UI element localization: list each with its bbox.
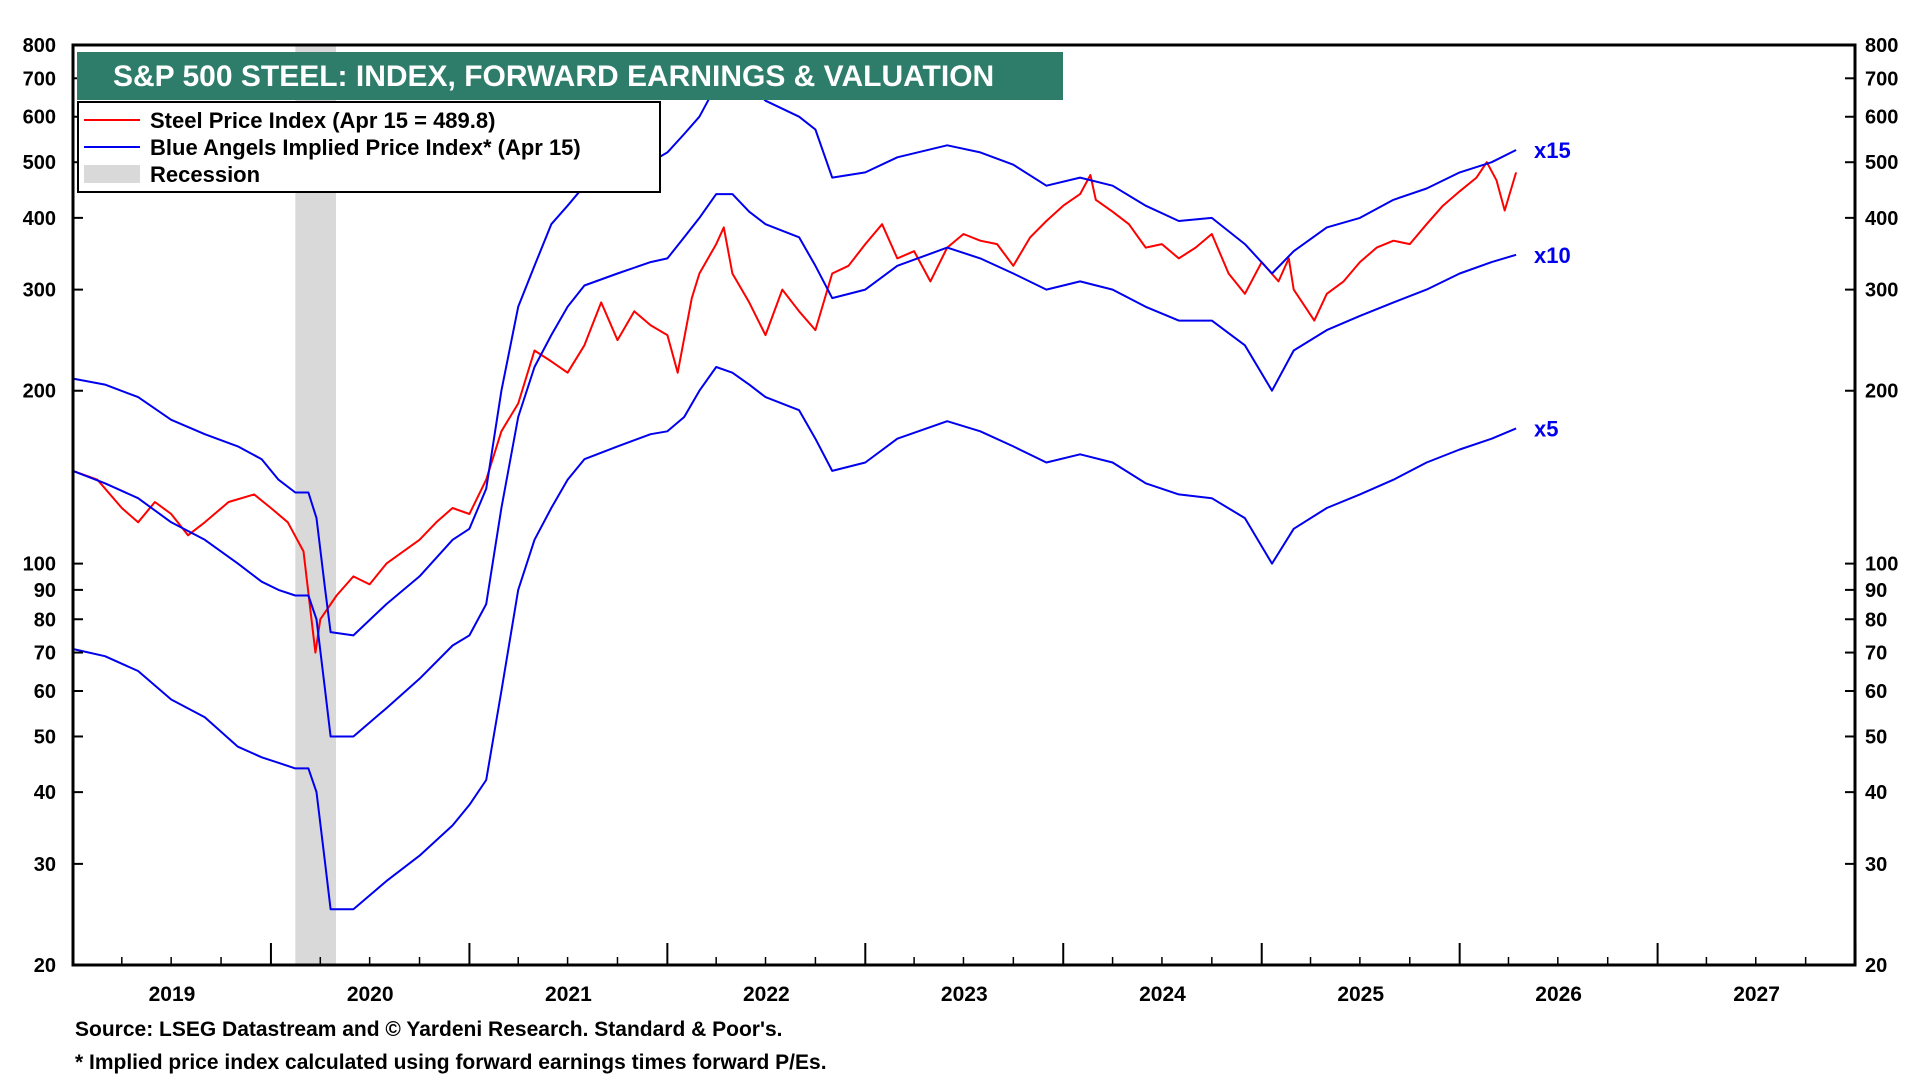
ytick-label-right-15: 800 (1865, 35, 1898, 57)
legend-label-price: Steel Price Index (Apr 15 = 489.8) (150, 108, 495, 133)
ytick-label-left-13: 600 (23, 107, 56, 129)
legend: Steel Price Index (Apr 15 = 489.8) Blue … (77, 101, 661, 193)
xtick-label-2024: 2024 (1139, 983, 1186, 1006)
multiplier-label-x10: x10 (1534, 243, 1571, 268)
ytick-label-left-9: 200 (23, 381, 56, 403)
chart-title: S&P 500 STEEL: INDEX, FORWARD EARNINGS &… (77, 52, 1063, 100)
ytick-label-left-12: 500 (23, 152, 56, 174)
ytick-label-right-6: 80 (1865, 609, 1887, 631)
recession-layer (295, 45, 337, 965)
xtick-label-2022: 2022 (743, 983, 790, 1006)
ytick-label-left-2: 40 (34, 782, 56, 804)
ytick-label-left-8: 100 (23, 554, 56, 576)
x-axis: 2019 2020 2021 2022 2023 2024 2025 2026 2027 (72, 943, 1857, 1006)
series-line-0 (72, 161, 1518, 654)
multiplier-labels: x15 x10 x5 (1534, 138, 1571, 441)
ytick-label-right-9: 200 (1865, 381, 1898, 403)
ytick-label-right-2: 40 (1865, 782, 1887, 804)
multiplier-label-x15: x15 (1534, 138, 1571, 163)
xtick-label-2027: 2027 (1733, 983, 1780, 1006)
xtick-label-2023: 2023 (941, 983, 988, 1006)
ytick-label-left-10: 300 (23, 280, 56, 302)
ytick-label-left-6: 80 (34, 609, 56, 631)
ytick-label-right-4: 60 (1865, 681, 1887, 703)
series-layer (72, 84, 1518, 911)
xtick-label-2025: 2025 (1337, 983, 1384, 1006)
chart-title-text: S&P 500 STEEL: INDEX, FORWARD EARNINGS &… (113, 60, 994, 93)
ytick-label-left-3: 50 (34, 726, 56, 748)
ytick-label-left-14: 700 (23, 68, 56, 90)
ytick-label-left-5: 70 (34, 643, 56, 665)
ytick-label-left-7: 90 (34, 580, 56, 602)
ytick-label-right-3: 50 (1865, 726, 1887, 748)
ytick-label-left-11: 400 (23, 208, 56, 230)
ytick-label-right-8: 100 (1865, 554, 1898, 576)
recession-band-0 (295, 45, 337, 965)
multiplier-label-x5: x5 (1534, 416, 1558, 441)
y-axis: 20 20 30 30 40 40 50 50 60 60 70 70 80 80 90 90 100 100 20… (23, 35, 1899, 977)
ytick-label-right-0: 20 (1865, 955, 1887, 977)
ytick-label-left-1: 30 (34, 854, 56, 876)
ytick-label-right-1: 30 (1865, 854, 1887, 876)
ytick-label-right-10: 300 (1865, 280, 1898, 302)
ytick-label-left-4: 60 (34, 681, 56, 703)
xtick-label-2020: 2020 (347, 983, 394, 1006)
legend-label-recession: Recession (150, 162, 260, 187)
source-footnote: Source: LSEG Datastream and © Yardeni Re… (75, 1018, 783, 1041)
xtick-label-2019: 2019 (149, 983, 196, 1006)
ytick-label-right-5: 70 (1865, 643, 1887, 665)
ytick-label-left-0: 20 (34, 955, 56, 977)
ytick-label-right-13: 600 (1865, 107, 1898, 129)
series-line-2 (72, 193, 1517, 738)
legend-label-implied: Blue Angels Implied Price Index* (Apr 15… (150, 135, 581, 160)
series-line-3 (72, 366, 1517, 911)
xtick-label-2026: 2026 (1535, 983, 1582, 1006)
series-line-1 (72, 84, 1517, 637)
ytick-label-right-11: 400 (1865, 208, 1898, 230)
ytick-label-right-12: 500 (1865, 152, 1898, 174)
ytick-label-right-7: 90 (1865, 580, 1887, 602)
methodology-footnote: * Implied price index calculated using f… (75, 1051, 827, 1074)
xtick-label-2021: 2021 (545, 983, 592, 1006)
ytick-label-right-14: 700 (1865, 68, 1898, 90)
ytick-label-left-15: 800 (23, 35, 56, 57)
legend-swatch-recession (84, 165, 140, 183)
